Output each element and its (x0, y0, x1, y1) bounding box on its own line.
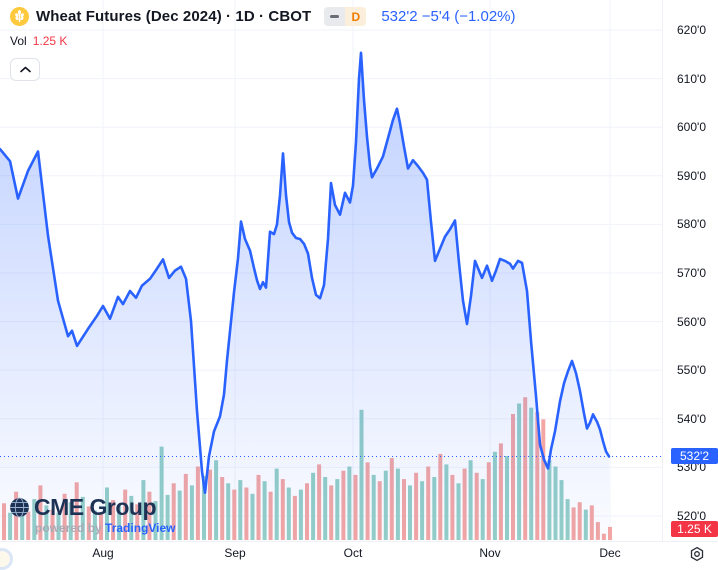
price-tick-label: 550'0 (677, 363, 706, 378)
time-tick-label: Aug (92, 546, 114, 560)
exchange-watermark: CME Group powered by TradingView (9, 494, 176, 535)
settings-icon[interactable] (688, 545, 706, 563)
symbol-header[interactable]: Wheat Futures (Dec 2024) · 1D · CBOT D 5… (10, 7, 516, 26)
price-tick-label: 620'0 (677, 23, 706, 37)
price-tick-label: 560'0 (677, 314, 706, 329)
time-tick-label: Dec (599, 546, 621, 560)
interval-badge[interactable]: D (345, 7, 367, 26)
time-tick-label: Sep (224, 546, 246, 560)
last-price: 532'2 (381, 8, 418, 25)
price-tick-label: 540'0 (677, 411, 706, 426)
price-tick-label: 570'0 (677, 266, 706, 280)
volume-value: 1.25 K (32, 34, 68, 48)
symbol-title[interactable]: Wheat Futures (Dec 2024) · 1D · CBOT (36, 8, 312, 25)
last-price-tag: 532'2 (671, 448, 718, 465)
collapse-legend-button[interactable] (10, 58, 40, 81)
volume-legend: Vol 1.25 K (10, 34, 67, 48)
price-area (0, 52, 609, 541)
price-line (0, 51, 611, 494)
time-tick-label: Nov (479, 546, 501, 560)
price-tick-label: 600'0 (677, 120, 706, 135)
time-tick-label: Oct (343, 546, 363, 560)
wheat-icon (10, 7, 29, 26)
price-tick-label: 590'0 (677, 168, 706, 183)
volume-label: Vol (10, 34, 27, 48)
settings-icon-glyph (690, 546, 704, 562)
quote-block: 532'2 −5'4 (−1.02%) (381, 8, 515, 25)
price-tick-label: 520'0 (677, 509, 706, 523)
brand-name: CME Group (34, 494, 157, 520)
price-change: −5'4 (−1.02%) (421, 8, 516, 25)
cme-logo[interactable]: CME Group (9, 494, 176, 521)
interval-selector[interactable]: D (324, 7, 367, 26)
price-axis[interactable]: 532'2 1.25 K 620'0 610'0 600'0 590'0 580'0 57… (662, 0, 718, 541)
chevron-up-icon (19, 66, 31, 73)
powered-by-text: powered by (35, 521, 102, 535)
attribution: powered by TradingView (35, 521, 176, 535)
globe-icon (10, 497, 29, 518)
latest-volume-tag: 1.25 K (671, 521, 718, 537)
price-tick-label: 580'0 (677, 217, 706, 232)
minus-icon[interactable] (324, 7, 346, 26)
price-tick-label: 610'0 (677, 71, 706, 86)
time-axis[interactable]: Aug Sep Oct Nov Dec (0, 541, 718, 564)
chart-canvas[interactable] (0, 0, 662, 541)
volume-bar (608, 526, 612, 540)
tradingview-link[interactable]: TradingView (105, 521, 176, 535)
